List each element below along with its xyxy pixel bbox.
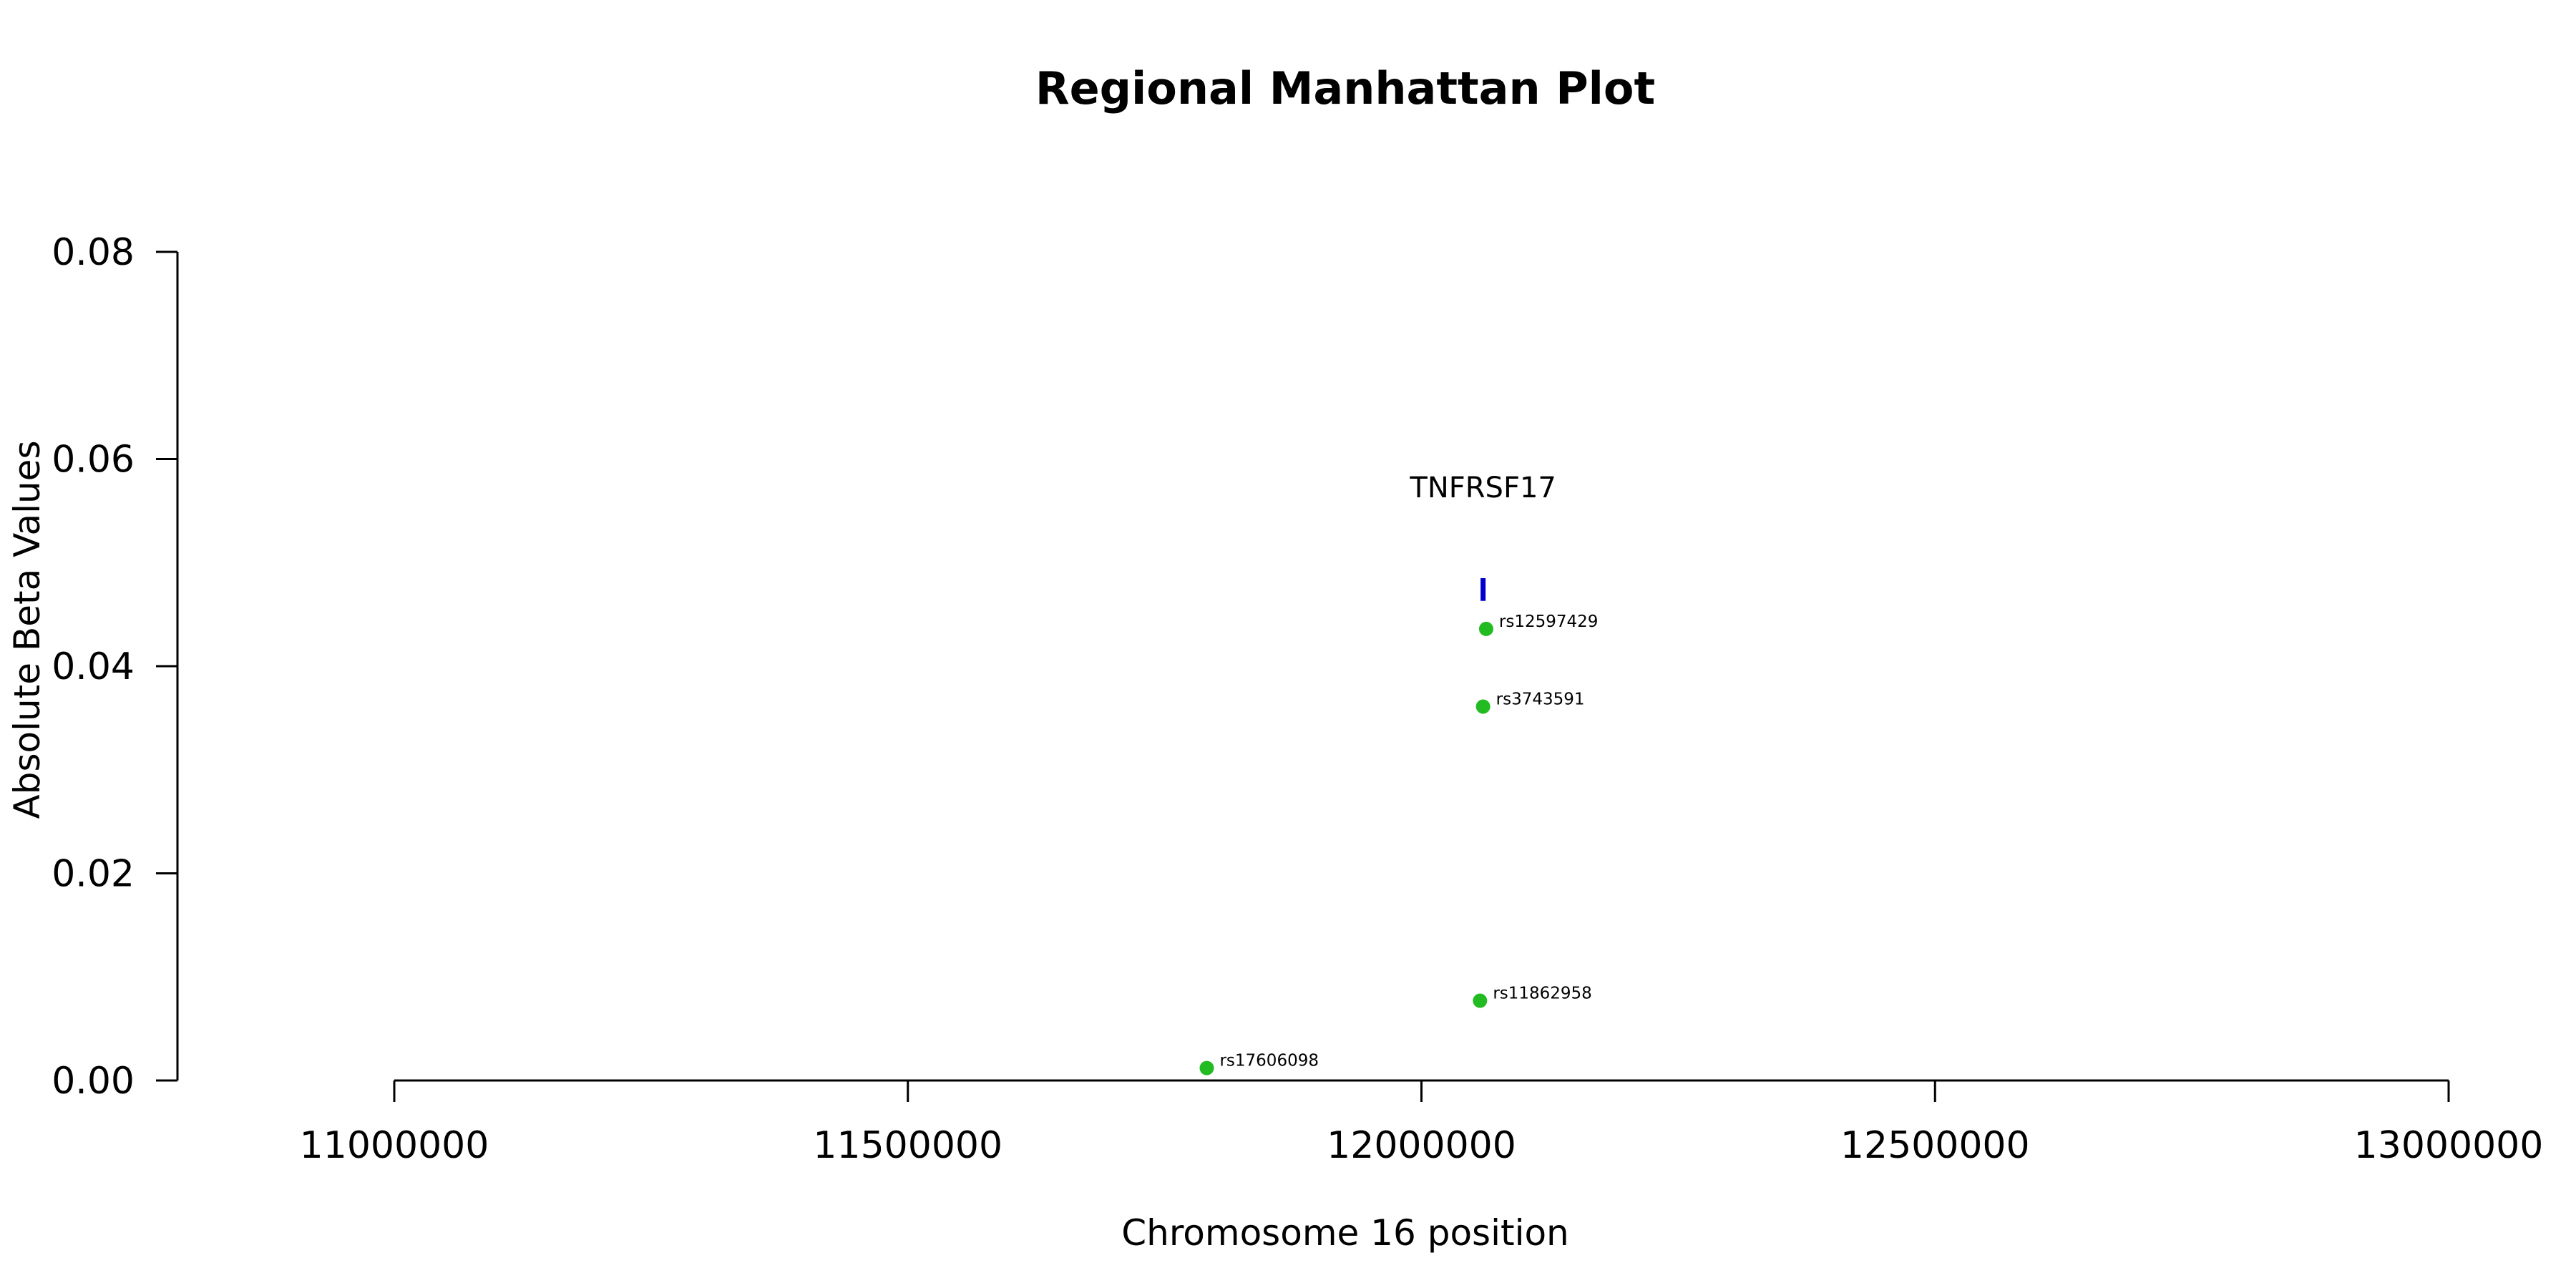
data-points: rs12597429 rs3743591 rs11862958 rs17606098 [1199, 613, 1598, 1075]
y-axis-ticks: 0.00 0.02 0.04 0.06 0.08 [52, 231, 177, 1103]
y-axis-title: Absolute Beta Values [6, 441, 48, 819]
snp-label: rs3743591 [1496, 690, 1585, 708]
snp-label: rs12597429 [1499, 613, 1599, 631]
x-tick-label: 12500000 [1840, 1124, 2030, 1167]
x-tick-label: 12000000 [1327, 1124, 1516, 1167]
y-tick-label: 0.00 [52, 1060, 135, 1103]
chart-title: Regional Manhattan Plot [1035, 62, 1655, 114]
y-tick-label: 0.06 [52, 439, 135, 482]
y-tick-label: 0.02 [52, 853, 135, 896]
snp-point [1473, 993, 1488, 1008]
gene-marker-group: TNFRSF17 [1409, 472, 1556, 601]
snp-point [1475, 699, 1491, 714]
x-axis-ticks: 11000000 11500000 12000000 12500000 13000000 [300, 1080, 2544, 1167]
snp-label: rs17606098 [1219, 1052, 1319, 1070]
snp-label: rs11862958 [1493, 985, 1592, 1003]
snp-point [1199, 1060, 1214, 1075]
y-tick-label: 0.08 [52, 231, 135, 274]
x-tick-label: 11000000 [300, 1124, 489, 1167]
gene-label: TNFRSF17 [1409, 472, 1556, 504]
x-tick-label: 13000000 [2354, 1124, 2544, 1167]
snp-point [1478, 621, 1493, 636]
x-tick-label: 11500000 [813, 1124, 1002, 1167]
x-axis-title: Chromosome 16 position [1121, 1212, 1569, 1254]
y-tick-label: 0.04 [52, 645, 135, 688]
